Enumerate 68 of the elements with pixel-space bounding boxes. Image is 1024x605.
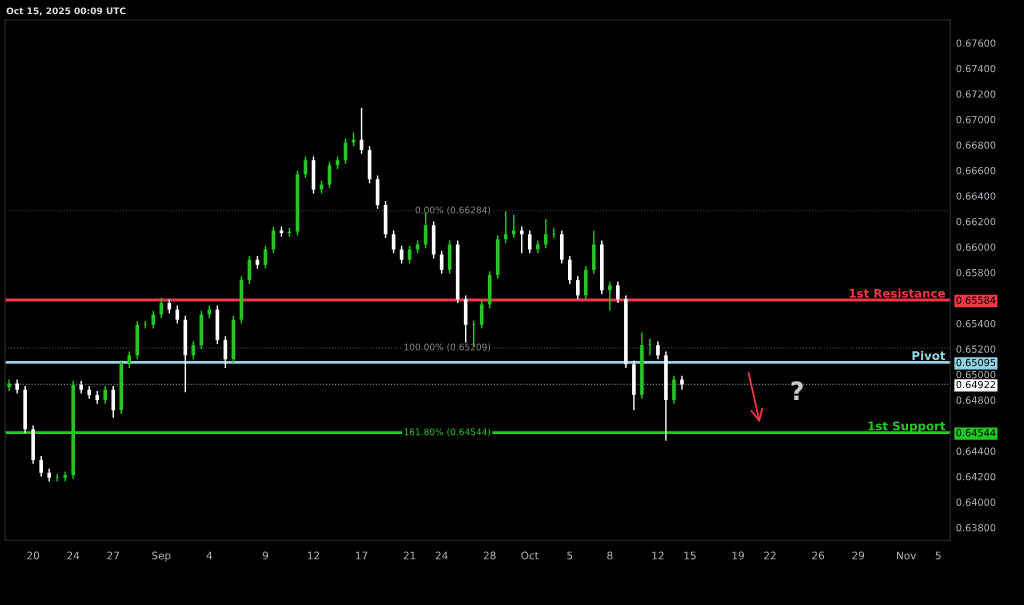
y-tick-label: 0.65200 (956, 345, 996, 353)
x-tick-label: 5 (567, 551, 573, 560)
x-tick-label: 29 (852, 551, 865, 560)
candlestick (608, 280, 612, 312)
y-tick-label: 0.64922 (956, 380, 996, 389)
candlestick (111, 385, 116, 419)
candlestick (680, 375, 684, 391)
ref-line-label: 1st Support (868, 421, 946, 433)
x-tick-label: 21 (403, 551, 416, 560)
candlestick (39, 455, 43, 478)
y-tick-label: 0.64800 (956, 396, 996, 404)
x-tick-label: 8 (607, 551, 613, 560)
candlestick (616, 280, 620, 304)
x-tick-label: 28 (483, 551, 496, 560)
annotation: 161.80% (0.64544) (404, 428, 491, 437)
candlestick (527, 229, 532, 255)
candlestick (479, 299, 484, 330)
x-tick-label: 12 (652, 551, 664, 560)
x-tick-label: Sep (152, 551, 171, 562)
candlestick (63, 470, 67, 483)
y-tick-label: 0.65400 (956, 319, 996, 328)
y-tick-label: 0.64000 (956, 498, 996, 506)
x-tick-label: 17 (356, 551, 368, 560)
ref-line-label: 1st Resistance (849, 288, 945, 298)
y-tick-label: 0.67000 (956, 115, 996, 124)
x-tick-label: 20 (27, 551, 40, 560)
y-tick-label: 0.67400 (956, 64, 996, 73)
x-tick-label: 24 (435, 551, 448, 560)
candlestick (568, 255, 572, 285)
x-tick-label: 22 (764, 551, 776, 560)
x-tick-label: Nov (897, 551, 917, 560)
chart-title: Oct 15, 2025 00:09 UTC (6, 7, 126, 16)
y-tick-label: 0.66000 (956, 243, 996, 251)
y-tick-label: 0.67200 (956, 90, 996, 98)
y-tick-label: 0.63800 (956, 523, 996, 532)
candlestick (511, 214, 516, 239)
candlestick (503, 210, 508, 244)
y-tick-label: 0.65584 (956, 296, 996, 304)
candlestick (672, 375, 676, 405)
x-tick-label: 26 (812, 551, 825, 560)
candlestick (576, 275, 580, 300)
candlestick (519, 225, 524, 255)
ref-line-label: Pivot (912, 350, 946, 361)
candlestick (55, 473, 59, 483)
x-tick-label: 19 (732, 551, 744, 560)
y-tick-label: 0.65000 (956, 370, 996, 379)
x-tick-label: Oct (521, 551, 539, 560)
annotation: 0.00% (0.66284) (415, 206, 491, 215)
annotation: ? (791, 381, 803, 400)
x-tick-label: 15 (684, 551, 696, 560)
y-tick-label: 0.66200 (956, 217, 996, 226)
x-tick-label: 24 (67, 551, 80, 560)
x-tick-label: 9 (262, 551, 269, 560)
y-tick-label: 0.64544 (956, 429, 996, 437)
y-tick-label: 0.66800 (956, 141, 996, 149)
y-tick-label: 0.66400 (956, 192, 996, 200)
x-tick-label: 5 (935, 551, 941, 560)
annotation: 100.00% (0.65209) (404, 343, 491, 352)
y-tick-label: 0.64200 (956, 472, 996, 481)
y-tick-label: 0.65095 (956, 358, 996, 367)
x-tick-label: 12 (308, 551, 320, 560)
candlestick (543, 218, 548, 249)
x-tick-label: 27 (107, 551, 119, 560)
y-tick-label: 0.66600 (956, 166, 996, 175)
x-tick-label: 4 (206, 551, 213, 560)
y-tick-label: 0.64400 (956, 447, 996, 455)
y-tick-label: 0.65800 (956, 268, 996, 277)
y-tick-label: 0.67600 (956, 39, 996, 47)
